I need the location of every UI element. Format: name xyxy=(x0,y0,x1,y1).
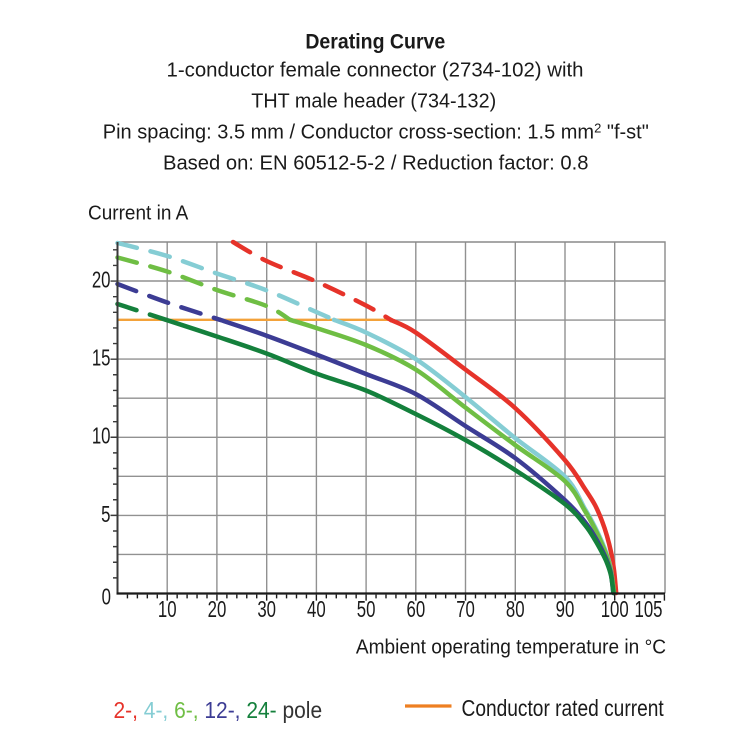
svg-text:105: 105 xyxy=(635,597,663,622)
svg-text:0: 0 xyxy=(102,585,111,610)
svg-text:80: 80 xyxy=(506,597,525,622)
svg-text:70: 70 xyxy=(456,597,475,622)
svg-text:Conductor rated current: Conductor rated current xyxy=(462,697,664,722)
svg-text:THT male header (734-132): THT male header (734-132) xyxy=(251,90,496,112)
svg-text:Ambient operating temperature: Ambient operating temperature in °C xyxy=(356,636,666,659)
svg-text:20: 20 xyxy=(92,268,111,293)
svg-text:90: 90 xyxy=(556,597,575,622)
svg-text:10: 10 xyxy=(158,597,177,622)
svg-text:100: 100 xyxy=(601,597,629,622)
svg-text:Based on: EN 60512-5-2 / Reduc: Based on: EN 60512-5-2 / Reduction facto… xyxy=(163,152,588,174)
svg-text:Current in A: Current in A xyxy=(88,202,188,225)
svg-text:40: 40 xyxy=(307,597,326,622)
svg-text:30: 30 xyxy=(257,597,276,622)
svg-text:20: 20 xyxy=(208,597,227,622)
svg-text:50: 50 xyxy=(357,597,376,622)
svg-text:2-, 4-, 6-, 12-, 24- pole: 2-, 4-, 6-, 12-, 24- pole xyxy=(114,697,323,723)
svg-text:Pin spacing: 3.5 mm / Conducto: Pin spacing: 3.5 mm / Conductor cross-se… xyxy=(103,120,649,143)
svg-text:15: 15 xyxy=(92,346,111,371)
svg-text:10: 10 xyxy=(92,424,111,449)
svg-text:1-conductor female connector (: 1-conductor female connector (2734-102) … xyxy=(166,60,583,82)
svg-text:60: 60 xyxy=(406,597,425,622)
svg-text:Derating Curve: Derating Curve xyxy=(305,31,445,54)
svg-text:5: 5 xyxy=(101,502,110,527)
